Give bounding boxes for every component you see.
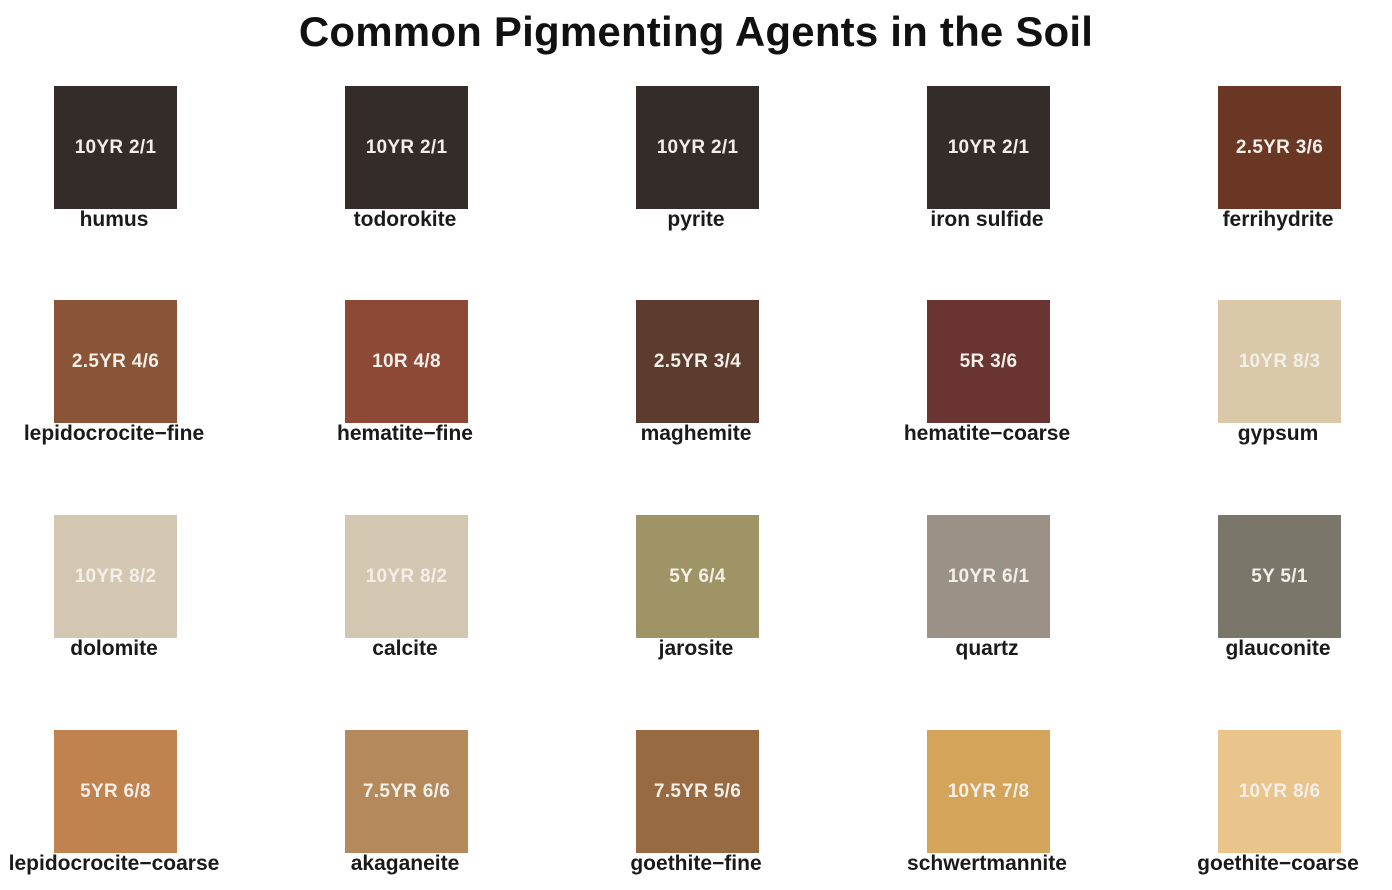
pigment-name: lepidocrocite−fine bbox=[23, 422, 205, 445]
pigment-name: quartz bbox=[955, 637, 1019, 660]
pigment-card: 2.5YR 3/4 maghemite bbox=[576, 300, 816, 460]
color-swatch: 2.5YR 4/6 bbox=[54, 300, 177, 423]
pigment-name: goethite−fine bbox=[630, 852, 762, 875]
pigment-name: todorokite bbox=[353, 208, 457, 231]
color-swatch: 10YR 2/1 bbox=[54, 86, 177, 209]
pigment-card: 10YR 8/6 goethite−coarse bbox=[1158, 730, 1392, 890]
color-swatch: 10YR 8/6 bbox=[1218, 730, 1341, 853]
pigment-name: jarosite bbox=[658, 637, 734, 660]
munsell-code: 10YR 8/3 bbox=[1238, 350, 1321, 372]
munsell-code: 2.5YR 3/6 bbox=[1235, 136, 1324, 158]
color-swatch: 10YR 2/1 bbox=[345, 86, 468, 209]
pigment-name: hematite−coarse bbox=[903, 422, 1071, 445]
pigment-card: 10YR 2/1 humus bbox=[0, 86, 234, 246]
color-swatch: 10YR 2/1 bbox=[636, 86, 759, 209]
pigment-card: 10YR 2/1 iron sulfide bbox=[867, 86, 1107, 246]
munsell-code: 5YR 6/8 bbox=[80, 780, 151, 802]
pigment-name: gypsum bbox=[1237, 422, 1319, 445]
munsell-code: 5Y 6/4 bbox=[669, 565, 726, 587]
pigment-card: 10YR 2/1 pyrite bbox=[576, 86, 816, 246]
pigment-name: glauconite bbox=[1225, 637, 1331, 660]
munsell-code: 10YR 8/2 bbox=[365, 565, 448, 587]
color-swatch: 7.5YR 5/6 bbox=[636, 730, 759, 853]
color-swatch: 10YR 6/1 bbox=[927, 515, 1050, 638]
pigment-card: 7.5YR 6/6 akaganeite bbox=[285, 730, 525, 890]
pigment-name: pyrite bbox=[667, 208, 725, 231]
color-swatch: 10R 4/8 bbox=[345, 300, 468, 423]
page-title: Common Pigmenting Agents in the Soil bbox=[298, 8, 1094, 55]
pigment-card: 10YR 8/3 gypsum bbox=[1158, 300, 1392, 460]
pigment-card: 10YR 8/2 dolomite bbox=[0, 515, 234, 675]
color-swatch: 2.5YR 3/4 bbox=[636, 300, 759, 423]
color-swatch: 10YR 8/2 bbox=[345, 515, 468, 638]
color-swatch: 10YR 8/3 bbox=[1218, 300, 1341, 423]
pigment-name: humus bbox=[79, 208, 149, 231]
pigment-card: 2.5YR 4/6 lepidocrocite−fine bbox=[0, 300, 234, 460]
munsell-code: 5R 3/6 bbox=[959, 350, 1018, 372]
color-swatch: 7.5YR 6/6 bbox=[345, 730, 468, 853]
pigment-card: 5R 3/6 hematite−coarse bbox=[867, 300, 1107, 460]
munsell-code: 7.5YR 6/6 bbox=[362, 780, 451, 802]
munsell-code: 10YR 8/6 bbox=[1238, 780, 1321, 802]
pigment-card: 10YR 2/1 todorokite bbox=[285, 86, 525, 246]
pigment-name: calcite bbox=[372, 637, 438, 660]
color-swatch: 5YR 6/8 bbox=[54, 730, 177, 853]
munsell-code: 2.5YR 4/6 bbox=[71, 350, 160, 372]
pigment-card: 10YR 8/2 calcite bbox=[285, 515, 525, 675]
color-swatch: 10YR 8/2 bbox=[54, 515, 177, 638]
pigment-name: ferrihydrite bbox=[1222, 208, 1334, 231]
pigment-name: schwertmannite bbox=[907, 852, 1067, 875]
color-swatch: 2.5YR 3/6 bbox=[1218, 86, 1341, 209]
color-swatch: 5R 3/6 bbox=[927, 300, 1050, 423]
pigment-name: goethite−coarse bbox=[1197, 852, 1359, 875]
pigment-name: hematite−fine bbox=[337, 422, 473, 445]
pigment-card: 7.5YR 5/6 goethite−fine bbox=[576, 730, 816, 890]
munsell-code: 5Y 5/1 bbox=[1251, 565, 1308, 587]
pigment-card: 5YR 6/8 lepidocrocite−coarse bbox=[0, 730, 234, 890]
munsell-code: 7.5YR 5/6 bbox=[653, 780, 742, 802]
pigment-card: 5Y 6/4 jarosite bbox=[576, 515, 816, 675]
munsell-code: 10YR 2/1 bbox=[74, 136, 157, 158]
pigment-card: 10YR 7/8 schwertmannite bbox=[867, 730, 1107, 890]
pigment-card: 5Y 5/1 glauconite bbox=[1158, 515, 1392, 675]
munsell-code: 10YR 2/1 bbox=[365, 136, 448, 158]
color-swatch: 5Y 5/1 bbox=[1218, 515, 1341, 638]
pigment-name: iron sulfide bbox=[930, 208, 1044, 231]
munsell-code: 10YR 8/2 bbox=[74, 565, 157, 587]
munsell-code: 2.5YR 3/4 bbox=[653, 350, 742, 372]
munsell-code: 10R 4/8 bbox=[372, 350, 441, 372]
color-swatch: 10YR 2/1 bbox=[927, 86, 1050, 209]
color-swatch: 10YR 7/8 bbox=[927, 730, 1050, 853]
munsell-code: 10YR 6/1 bbox=[947, 565, 1030, 587]
pigment-name: maghemite bbox=[640, 422, 752, 445]
color-swatch: 5Y 6/4 bbox=[636, 515, 759, 638]
pigment-name: akaganeite bbox=[350, 852, 460, 875]
pigment-card: 2.5YR 3/6 ferrihydrite bbox=[1158, 86, 1392, 246]
pigment-name: dolomite bbox=[70, 637, 158, 660]
munsell-code: 10YR 2/1 bbox=[947, 136, 1030, 158]
pigment-card: 10YR 6/1 quartz bbox=[867, 515, 1107, 675]
pigment-name: lepidocrocite−coarse bbox=[8, 852, 220, 875]
pigment-card: 10R 4/8 hematite−fine bbox=[285, 300, 525, 460]
munsell-code: 10YR 7/8 bbox=[947, 780, 1030, 802]
munsell-code: 10YR 2/1 bbox=[656, 136, 739, 158]
